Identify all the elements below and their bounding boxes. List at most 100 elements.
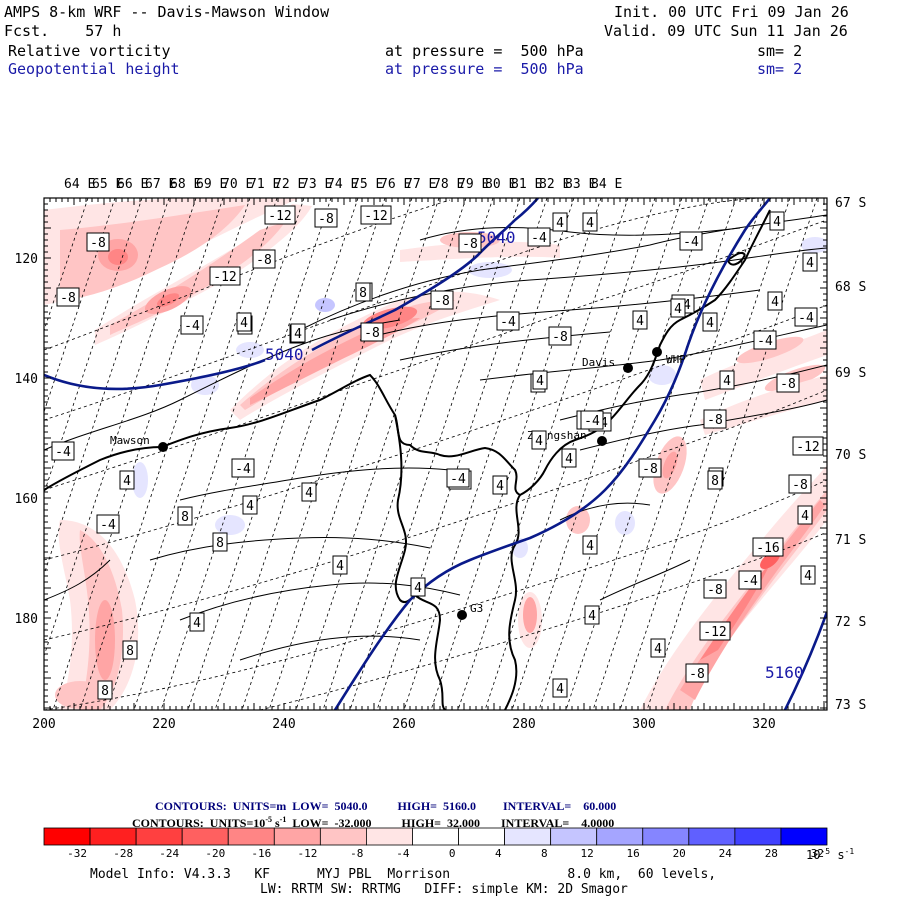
vorticity-label-text: -4 [683, 235, 699, 250]
vorticity-label-box [703, 579, 727, 599]
vorticity-contour-label: 8 [177, 506, 193, 526]
vorticity-label-box [410, 577, 426, 597]
vorticity-label-box [752, 537, 784, 557]
colorbar-tick-label: -24 [159, 847, 179, 860]
vorticity-contour-label: 4 [561, 448, 577, 468]
longitude-label: 65 E [92, 177, 123, 192]
colorbar-tick-label: -12 [297, 847, 317, 860]
vorticity-contour-label: -8 [788, 474, 812, 494]
vorticity-label-text: 4 [240, 316, 248, 331]
vorticity-label-text: 4 [588, 609, 596, 624]
vorticity-label-box [301, 482, 317, 502]
vorticity-label-text: -4 [584, 414, 600, 429]
vorticity-label-text: -12 [213, 270, 236, 285]
vorticity-label-box [355, 282, 371, 302]
vorticity-label-box [189, 612, 205, 632]
longitude-label: 76 E [380, 177, 411, 192]
vorticity-label-text: -4 [235, 462, 251, 477]
vorticity-contour-label: 4 [552, 678, 568, 698]
vorticity-contour-legend-units: CONTOURS: UNITS=10 [132, 816, 266, 830]
vorticity-contour-legend: CONTOURS: UNITS=10-5 s-1 LOW= -32.000 HI… [132, 811, 614, 832]
vorticity-label-text: 4 [773, 215, 781, 230]
longitude-label: 66 E [117, 177, 148, 192]
vorticity-contour-label: 4 [702, 312, 718, 332]
vorticity-contour-legend-exp: -5 [265, 815, 272, 824]
vorticity-contour-label: 4 [582, 212, 598, 232]
longitude-label: 80 E [485, 177, 516, 192]
vorticity-contour-label: -8 [685, 663, 709, 683]
vorticity-contour-label: -12 [264, 205, 296, 225]
vorticity-contour-label: 4 [531, 430, 547, 450]
vorticity-label-text: 4 [801, 509, 809, 524]
vorticity-contour-label: -4 [527, 227, 551, 247]
y-tick-label: 180 [15, 612, 38, 627]
vorticity-label-box [492, 475, 508, 495]
station-g3-marker [457, 610, 467, 620]
vorticity-label-box [582, 212, 598, 232]
shading-layer [44, 198, 827, 710]
station-label: Mawson [110, 434, 150, 447]
vorticity-contour-legend-range: LOW= -32.000 HIGH= 32.000 INTERVAL= 4.00… [286, 816, 615, 830]
vorticity-contour-label: 4 [242, 495, 258, 515]
longitude-label: 75 E [352, 177, 383, 192]
vorticity-label-text: 4 [414, 581, 422, 596]
vorticity-label-text: 4 [305, 486, 313, 501]
vorticity-label-box [802, 252, 818, 272]
vorticity-contour-legend-s-exp: -1 [279, 815, 287, 824]
vorticity-label-box [584, 605, 600, 625]
longitude-label: 72 E [274, 177, 305, 192]
vorticity-contour-label: -4 [96, 514, 120, 534]
vorticity-label-text: 4 [806, 256, 814, 271]
vorticity-contour-label: 8 [355, 282, 371, 302]
vorticity-label-text: -8 [780, 377, 796, 392]
vorticity-label-box [582, 535, 598, 555]
station-label: WHP [666, 353, 686, 366]
vorticity-label-box [552, 212, 568, 232]
vorticity-label-text: -8 [462, 237, 478, 252]
vorticity-contour-label: -4 [753, 330, 777, 350]
longitude-label: 71 E [249, 177, 280, 192]
longitude-label: 82 E [539, 177, 570, 192]
latitude-label: 71 S [835, 533, 866, 548]
valid-time: Valid. 09 UTC Sun 11 Jan 26 [604, 22, 848, 40]
vorticity-label-text: 4 [123, 474, 131, 489]
colorbar-tick-label: -4 [396, 847, 410, 860]
vorticity-label-box [496, 311, 520, 331]
vorticity-label-text: -4 [55, 445, 71, 460]
vorticity-label-text: 8 [181, 510, 189, 525]
vorticity-contour-label: 8 [707, 470, 723, 490]
vorticity-label-box [97, 680, 113, 700]
vorticity-contour-label: 4 [410, 577, 426, 597]
colorbar-unit: 10-5 s-1 [806, 843, 854, 864]
longitude-label: 68 E [170, 177, 201, 192]
longitude-label: 77 E [405, 177, 436, 192]
vorticity-label-box [580, 410, 604, 430]
vorticity-contour-label: -4 [794, 307, 818, 327]
x-tick-label: 220 [152, 717, 175, 732]
vorticity-contour-label: 4 [719, 370, 735, 390]
station-label: Davis [582, 356, 615, 369]
vorticity-contour-label: -4 [51, 441, 75, 461]
vorticity-label-box [430, 290, 454, 310]
vorticity-label-box [314, 208, 338, 228]
vorticity-label-box [180, 315, 204, 335]
vorticity-label-box [548, 326, 572, 346]
vorticity-contour-label: -8 [703, 409, 727, 429]
height-contour-legend: CONTOURS: UNITS=m LOW= 5040.0 HIGH= 5160… [155, 799, 617, 813]
longitude-label: 67 E [145, 177, 176, 192]
vorticity-label-text: 4 [535, 434, 543, 449]
vorticity-label-text: -8 [90, 236, 106, 251]
vorticity-label-text: -8 [434, 294, 450, 309]
vorticity-contour-label: -8 [360, 322, 384, 342]
vorticity-label-text: 4 [556, 682, 564, 697]
vorticity-label-box [264, 205, 296, 225]
station-zhongshan-marker [597, 436, 607, 446]
vorticity-label-box [252, 249, 276, 269]
vorticity-contour-label: 4 [492, 475, 508, 495]
vorticity-contour-label: -16 [752, 537, 784, 557]
colorbar-tick-label: 0 [449, 847, 456, 860]
vorticity-contour-label: 4 [800, 565, 816, 585]
vorticity-contour-label: -4 [446, 468, 470, 488]
vorticity-contour-label: -12 [360, 205, 392, 225]
colorbar [43, 827, 828, 846]
